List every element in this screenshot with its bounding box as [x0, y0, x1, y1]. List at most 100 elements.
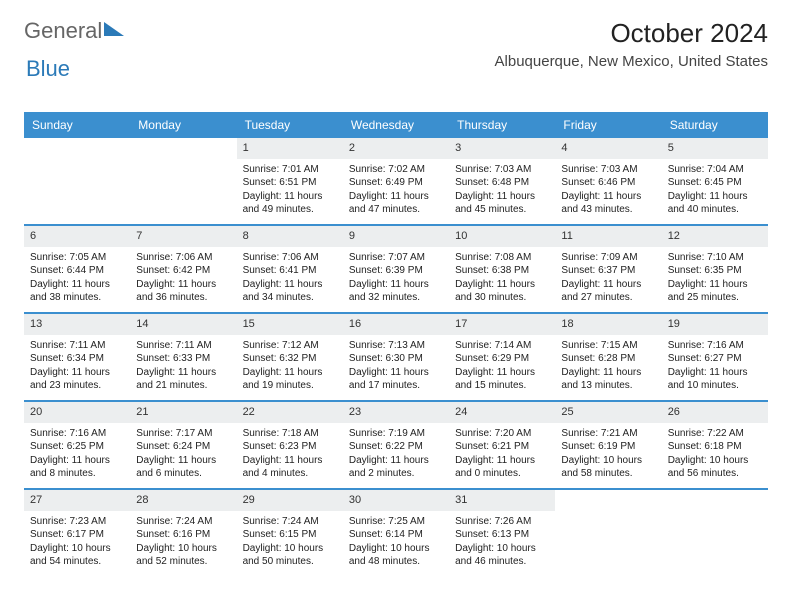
day-number: 17 — [449, 314, 555, 335]
day-body: Sunrise: 7:16 AMSunset: 6:25 PMDaylight:… — [24, 423, 130, 487]
calendar-day: 23Sunrise: 7:19 AMSunset: 6:22 PMDayligh… — [343, 402, 449, 488]
logo-triangle-icon — [104, 22, 124, 36]
calendar-day: 17Sunrise: 7:14 AMSunset: 6:29 PMDayligh… — [449, 314, 555, 400]
calendar-day: 6Sunrise: 7:05 AMSunset: 6:44 PMDaylight… — [24, 226, 130, 312]
sunrise-text: Sunrise: 7:24 AM — [243, 515, 337, 529]
day-body: Sunrise: 7:05 AMSunset: 6:44 PMDaylight:… — [24, 247, 130, 311]
day-number: 8 — [237, 226, 343, 247]
day-body: Sunrise: 7:04 AMSunset: 6:45 PMDaylight:… — [662, 159, 768, 223]
day-body: Sunrise: 7:25 AMSunset: 6:14 PMDaylight:… — [343, 511, 449, 575]
calendar-day: 20Sunrise: 7:16 AMSunset: 6:25 PMDayligh… — [24, 402, 130, 488]
sunset-text: Sunset: 6:17 PM — [30, 528, 124, 542]
sunset-text: Sunset: 6:33 PM — [136, 352, 230, 366]
daylight-text: Daylight: 11 hours and 10 minutes. — [668, 366, 762, 393]
daylight-text: Daylight: 11 hours and 34 minutes. — [243, 278, 337, 305]
sunset-text: Sunset: 6:23 PM — [243, 440, 337, 454]
sunrise-text: Sunrise: 7:21 AM — [561, 427, 655, 441]
sunrise-text: Sunrise: 7:24 AM — [136, 515, 230, 529]
day-body: Sunrise: 7:15 AMSunset: 6:28 PMDaylight:… — [555, 335, 661, 399]
calendar-day: 26Sunrise: 7:22 AMSunset: 6:18 PMDayligh… — [662, 402, 768, 488]
day-number: 13 — [24, 314, 130, 335]
day-number: 2 — [343, 138, 449, 159]
day-body: Sunrise: 7:06 AMSunset: 6:41 PMDaylight:… — [237, 247, 343, 311]
calendar-day: 2Sunrise: 7:02 AMSunset: 6:49 PMDaylight… — [343, 138, 449, 224]
day-body: Sunrise: 7:06 AMSunset: 6:42 PMDaylight:… — [130, 247, 236, 311]
day-number: 22 — [237, 402, 343, 423]
calendar-day: 13Sunrise: 7:11 AMSunset: 6:34 PMDayligh… — [24, 314, 130, 400]
day-body: Sunrise: 7:17 AMSunset: 6:24 PMDaylight:… — [130, 423, 236, 487]
day-number: 1 — [237, 138, 343, 159]
day-number: 30 — [343, 490, 449, 511]
day-body: Sunrise: 7:19 AMSunset: 6:22 PMDaylight:… — [343, 423, 449, 487]
day-header-cell: Thursday — [449, 112, 555, 138]
day-number: 10 — [449, 226, 555, 247]
sunset-text: Sunset: 6:21 PM — [455, 440, 549, 454]
calendar-day: 18Sunrise: 7:15 AMSunset: 6:28 PMDayligh… — [555, 314, 661, 400]
day-header-cell: Tuesday — [237, 112, 343, 138]
sunrise-text: Sunrise: 7:11 AM — [30, 339, 124, 353]
day-body: Sunrise: 7:18 AMSunset: 6:23 PMDaylight:… — [237, 423, 343, 487]
day-number: 11 — [555, 226, 661, 247]
calendar-day: 15Sunrise: 7:12 AMSunset: 6:32 PMDayligh… — [237, 314, 343, 400]
day-body: Sunrise: 7:16 AMSunset: 6:27 PMDaylight:… — [662, 335, 768, 399]
sunrise-text: Sunrise: 7:10 AM — [668, 251, 762, 265]
day-header-cell: Monday — [130, 112, 236, 138]
day-number: 3 — [449, 138, 555, 159]
daylight-text: Daylight: 10 hours and 50 minutes. — [243, 542, 337, 569]
sunrise-text: Sunrise: 7:04 AM — [668, 163, 762, 177]
day-number: 25 — [555, 402, 661, 423]
day-body: Sunrise: 7:22 AMSunset: 6:18 PMDaylight:… — [662, 423, 768, 487]
day-body: Sunrise: 7:08 AMSunset: 6:38 PMDaylight:… — [449, 247, 555, 311]
day-number: 15 — [237, 314, 343, 335]
sunset-text: Sunset: 6:19 PM — [561, 440, 655, 454]
calendar-day: 24Sunrise: 7:20 AMSunset: 6:21 PMDayligh… — [449, 402, 555, 488]
calendar-day: 8Sunrise: 7:06 AMSunset: 6:41 PMDaylight… — [237, 226, 343, 312]
calendar-day: 11Sunrise: 7:09 AMSunset: 6:37 PMDayligh… — [555, 226, 661, 312]
day-body: Sunrise: 7:26 AMSunset: 6:13 PMDaylight:… — [449, 511, 555, 575]
daylight-text: Daylight: 11 hours and 17 minutes. — [349, 366, 443, 393]
sunrise-text: Sunrise: 7:01 AM — [243, 163, 337, 177]
sunset-text: Sunset: 6:29 PM — [455, 352, 549, 366]
sunrise-text: Sunrise: 7:03 AM — [561, 163, 655, 177]
day-header-cell: Wednesday — [343, 112, 449, 138]
day-body: Sunrise: 7:07 AMSunset: 6:39 PMDaylight:… — [343, 247, 449, 311]
sunrise-text: Sunrise: 7:16 AM — [668, 339, 762, 353]
day-body: Sunrise: 7:24 AMSunset: 6:16 PMDaylight:… — [130, 511, 236, 575]
day-body: Sunrise: 7:12 AMSunset: 6:32 PMDaylight:… — [237, 335, 343, 399]
daylight-text: Daylight: 11 hours and 13 minutes. — [561, 366, 655, 393]
sunset-text: Sunset: 6:28 PM — [561, 352, 655, 366]
calendar-day: 14Sunrise: 7:11 AMSunset: 6:33 PMDayligh… — [130, 314, 236, 400]
day-body: Sunrise: 7:01 AMSunset: 6:51 PMDaylight:… — [237, 159, 343, 223]
daylight-text: Daylight: 11 hours and 2 minutes. — [349, 454, 443, 481]
daylight-text: Daylight: 11 hours and 21 minutes. — [136, 366, 230, 393]
logo-text-2: Blue — [26, 56, 70, 81]
calendar-day: 1Sunrise: 7:01 AMSunset: 6:51 PMDaylight… — [237, 138, 343, 224]
day-number: 26 — [662, 402, 768, 423]
daylight-text: Daylight: 10 hours and 46 minutes. — [455, 542, 549, 569]
calendar-week: 1Sunrise: 7:01 AMSunset: 6:51 PMDaylight… — [24, 138, 768, 224]
sunrise-text: Sunrise: 7:16 AM — [30, 427, 124, 441]
daylight-text: Daylight: 11 hours and 15 minutes. — [455, 366, 549, 393]
daylight-text: Daylight: 11 hours and 45 minutes. — [455, 190, 549, 217]
sunrise-text: Sunrise: 7:12 AM — [243, 339, 337, 353]
sunset-text: Sunset: 6:37 PM — [561, 264, 655, 278]
sunset-text: Sunset: 6:39 PM — [349, 264, 443, 278]
daylight-text: Daylight: 11 hours and 6 minutes. — [136, 454, 230, 481]
day-body: Sunrise: 7:21 AMSunset: 6:19 PMDaylight:… — [555, 423, 661, 487]
sunset-text: Sunset: 6:32 PM — [243, 352, 337, 366]
calendar-day: 27Sunrise: 7:23 AMSunset: 6:17 PMDayligh… — [24, 490, 130, 576]
calendar-week: 20Sunrise: 7:16 AMSunset: 6:25 PMDayligh… — [24, 400, 768, 488]
sunrise-text: Sunrise: 7:02 AM — [349, 163, 443, 177]
calendar-week: 6Sunrise: 7:05 AMSunset: 6:44 PMDaylight… — [24, 224, 768, 312]
sunset-text: Sunset: 6:46 PM — [561, 176, 655, 190]
day-number: 31 — [449, 490, 555, 511]
daylight-text: Daylight: 10 hours and 52 minutes. — [136, 542, 230, 569]
sunrise-text: Sunrise: 7:09 AM — [561, 251, 655, 265]
daylight-text: Daylight: 10 hours and 56 minutes. — [668, 454, 762, 481]
calendar-day: 28Sunrise: 7:24 AMSunset: 6:16 PMDayligh… — [130, 490, 236, 576]
sunset-text: Sunset: 6:27 PM — [668, 352, 762, 366]
sunrise-text: Sunrise: 7:05 AM — [30, 251, 124, 265]
calendar-day: 29Sunrise: 7:24 AMSunset: 6:15 PMDayligh… — [237, 490, 343, 576]
sunrise-text: Sunrise: 7:11 AM — [136, 339, 230, 353]
calendar-day: 7Sunrise: 7:06 AMSunset: 6:42 PMDaylight… — [130, 226, 236, 312]
